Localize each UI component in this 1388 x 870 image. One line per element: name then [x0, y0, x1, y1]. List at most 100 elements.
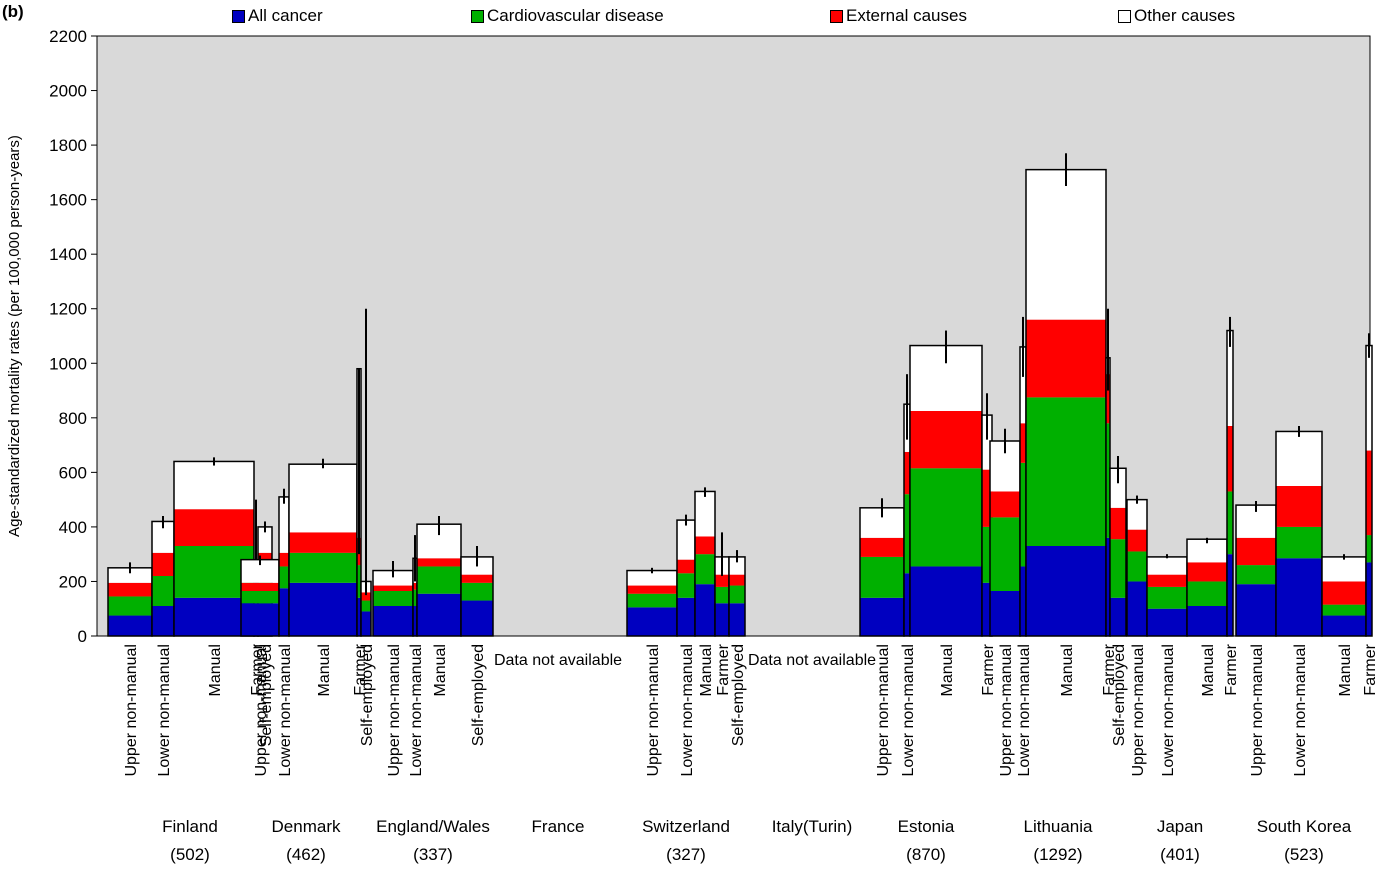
bar-segment [417, 558, 461, 567]
occupation-label: Manual [939, 644, 956, 696]
country-group [372, 516, 494, 637]
bar-segment [1227, 330, 1233, 426]
occupation-label: Manual [698, 644, 715, 696]
y-tick-label: 1200 [49, 300, 87, 319]
occupation-label: Manual [1200, 644, 1217, 696]
country-label: Japan [1157, 817, 1203, 836]
y-tick-label: 1800 [49, 136, 87, 155]
legend-item-external: External causes [830, 6, 967, 26]
bar-segment [1020, 423, 1026, 463]
bar-segment [982, 415, 992, 470]
bar-segment [361, 611, 371, 636]
occupation-label: Upper non-manual [386, 644, 403, 777]
occupation-label: Lower non-manual [1160, 644, 1177, 777]
y-tick-label: 2000 [49, 82, 87, 101]
occupation-label: Upper non-manual [645, 644, 662, 777]
legend-label: External causes [846, 6, 967, 25]
legend: All cancer Cardiovascular disease Extern… [0, 6, 1388, 30]
y-tick-label: 200 [59, 572, 87, 591]
bar-segment [413, 606, 417, 636]
y-tick-label: 800 [59, 409, 87, 428]
occupation-label: Self-employed [359, 644, 376, 746]
bar-segment [715, 574, 729, 587]
bar-segment [1110, 539, 1126, 598]
bar-segment [1276, 558, 1322, 636]
legend-item-cardiovascular: Cardiovascular disease [471, 6, 664, 26]
bar-segment [241, 591, 279, 604]
bar-segment [461, 574, 493, 583]
panel-label: (b) [2, 2, 24, 21]
bar-segment [289, 532, 357, 553]
occupation-label: Upper non-manual [875, 644, 892, 777]
bar-segment [361, 600, 371, 612]
occupation-label: Manual [1337, 644, 1354, 696]
occupation-label: Lower non-manual [1292, 644, 1309, 777]
occupation-label: Farmer [1101, 643, 1118, 695]
occupation-label: Self-employed [1111, 644, 1128, 746]
bar-segment [413, 589, 417, 606]
country-group [1126, 316, 1234, 637]
bar-segment [1147, 556, 1187, 575]
bar-segment [152, 576, 174, 606]
bar-segment [357, 565, 361, 598]
bar-segment [695, 554, 715, 585]
bar-segment [982, 526, 992, 583]
occupation-label: Self-employed [470, 644, 487, 746]
occupation-label: Lower non-manual [679, 644, 696, 777]
occupation-label: Farmer [1362, 643, 1379, 695]
bar-segment [361, 592, 371, 601]
bar-segment [990, 517, 1020, 591]
bar-segment [1236, 537, 1276, 566]
bar-segment [729, 556, 745, 575]
occupation-label: Farmer [249, 643, 266, 695]
bar-segment [627, 607, 677, 636]
country-label: Estonia [898, 817, 955, 836]
legend-swatch [830, 9, 843, 23]
bar-segment [241, 603, 279, 636]
legend-swatch [232, 9, 245, 23]
bar-segment [108, 582, 152, 597]
bar-segment [695, 491, 715, 537]
x-labels-layer: Upper non-manual Lower non-manual Manual Fa… [123, 643, 1379, 864]
bar-segment [1236, 565, 1276, 585]
bar-segment [289, 552, 357, 583]
bar-segment [910, 566, 982, 636]
y-tick-label: 400 [59, 518, 87, 537]
bar-segment [413, 582, 417, 590]
occupation-label: Lower non-manual [277, 644, 294, 777]
bar-segment [677, 597, 695, 636]
bar-segment [990, 491, 1020, 518]
bar-segment [627, 585, 677, 594]
occupation-label: Manual [1059, 644, 1076, 696]
legend-swatch [1118, 9, 1131, 23]
bar-segment [1276, 486, 1322, 527]
bar-segment [990, 591, 1020, 636]
bar-segment [729, 603, 745, 636]
bar-segment [1187, 562, 1227, 582]
country-label: France [532, 817, 585, 836]
y-tick-label: 600 [59, 463, 87, 482]
bar-segment [108, 596, 152, 616]
bar-segment [108, 615, 152, 636]
bar-segment [1187, 606, 1227, 636]
bar-segment [1127, 499, 1147, 530]
bar-segment [152, 521, 174, 553]
bar-segment [152, 552, 174, 576]
bar-segment [1227, 554, 1233, 636]
occupation-label: Farmer [352, 643, 369, 695]
bar-segment [677, 573, 695, 598]
bar-segment [1227, 426, 1233, 492]
legend-label: All cancer [248, 6, 323, 25]
occupation-label: Manual [207, 644, 224, 696]
legend-item-other: Other causes [1118, 6, 1235, 26]
country-label: Finland [162, 817, 218, 836]
bar-segment [373, 570, 413, 586]
occupation-label: Self-employed [258, 644, 275, 746]
bar-segment [627, 570, 677, 586]
country-label: England/Wales [376, 817, 490, 836]
bar-segment [1322, 581, 1366, 605]
occupation-label: Upper non-manual [1130, 644, 1147, 777]
bar-segment [695, 584, 715, 636]
occupation-label: Lower non-manual [900, 644, 917, 777]
